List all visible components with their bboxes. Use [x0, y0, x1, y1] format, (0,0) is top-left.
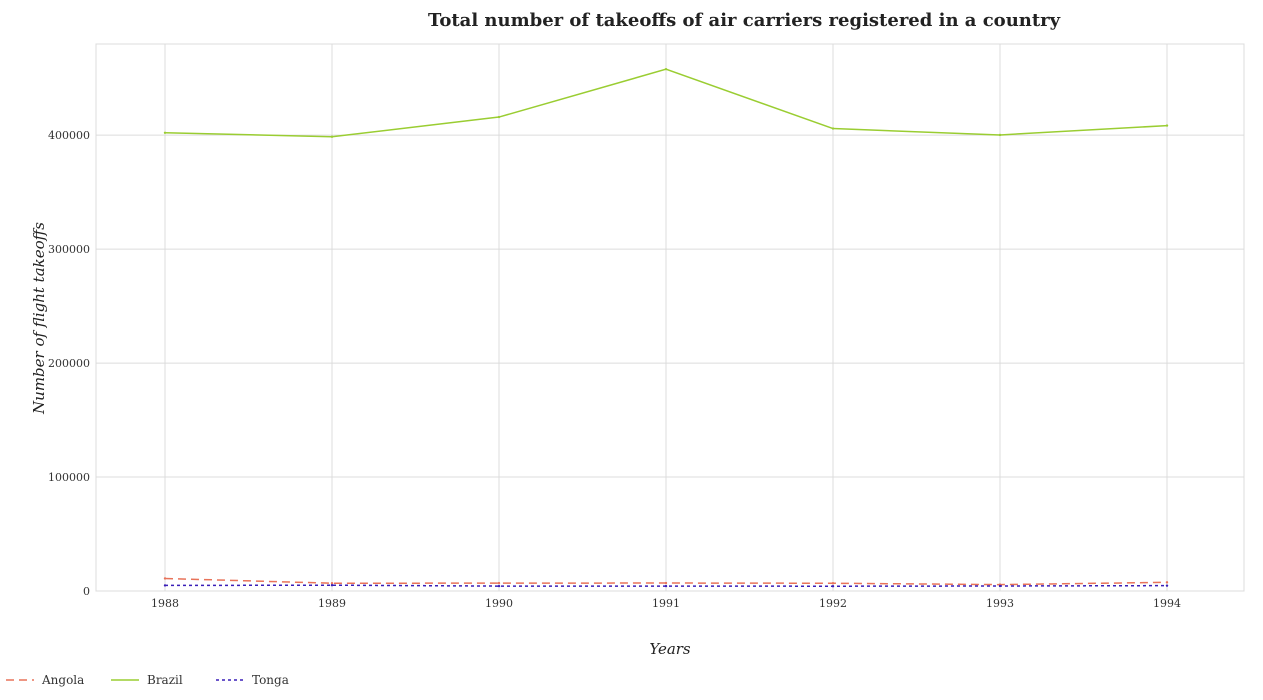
chart-title: Total number of takeoffs of air carriers…	[428, 10, 1061, 31]
data-point-angola	[330, 582, 334, 585]
data-point-tonga	[163, 584, 167, 587]
y-tick-label: 100000	[48, 471, 90, 484]
y-axis-ticks: 0 100000 200000 300000 400000	[48, 129, 90, 598]
data-point-angola	[497, 581, 501, 585]
data-point-tonga	[831, 585, 835, 588]
data-point-angola	[664, 581, 668, 585]
data-point-tonga	[998, 584, 1002, 588]
x-tick-label: 1992	[819, 597, 847, 610]
y-tick-label: 0	[83, 585, 90, 598]
y-tick-label: 200000	[48, 357, 90, 370]
legend-label-brazil: Brazil	[147, 673, 183, 687]
data-point-tonga	[497, 584, 501, 588]
series-layer	[163, 67, 1169, 588]
data-point-tonga	[330, 583, 334, 587]
data-point-angola	[831, 582, 835, 585]
data-point-tonga	[1165, 584, 1169, 587]
data-point-angola	[1165, 581, 1169, 584]
data-point-brazil	[831, 127, 835, 130]
data-point-angola	[163, 577, 167, 580]
y-tick-label: 400000	[48, 129, 90, 142]
x-tick-label: 1994	[1153, 597, 1181, 610]
x-axis-label: Years	[649, 640, 691, 658]
grid-layer	[96, 44, 1244, 592]
x-axis-ticks: 1988 1989 1990 1991 1992 1993 1994	[151, 597, 1181, 610]
x-tick-label: 1991	[652, 597, 680, 610]
data-point-tonga	[664, 584, 668, 588]
legend-label-tonga: Tonga	[252, 673, 289, 687]
data-point-brazil	[664, 67, 668, 71]
y-tick-label: 300000	[48, 243, 90, 256]
data-point-brazil	[163, 131, 167, 134]
legend: Angola Brazil Tonga	[6, 673, 289, 687]
data-point-brazil	[1165, 124, 1169, 127]
x-tick-label: 1990	[485, 597, 513, 610]
legend-label-angola: Angola	[41, 673, 84, 687]
data-point-brazil	[497, 115, 501, 119]
data-point-brazil	[998, 133, 1002, 137]
data-point-brazil	[330, 135, 334, 138]
y-axis-label: Number of flight takeoffs	[30, 222, 48, 415]
plot-frame	[95, 43, 1245, 592]
x-tick-label: 1988	[151, 597, 179, 610]
x-tick-label: 1989	[318, 597, 346, 610]
x-tick-label: 1993	[986, 597, 1014, 610]
